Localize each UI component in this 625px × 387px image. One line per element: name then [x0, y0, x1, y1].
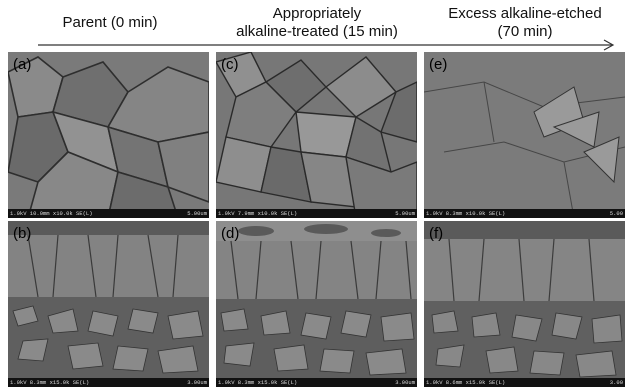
heading-line-1: Appropriately: [272, 5, 362, 22]
heading-line-2: alkaline-treated (15 min): [236, 23, 398, 40]
heading-line-2: (70 min): [497, 23, 553, 40]
scale-text: 3.00um: [187, 379, 207, 386]
panel-label: (c): [221, 56, 239, 73]
time-arrow-icon: [38, 39, 615, 51]
sem-info-text: 1.0kV 7.9mm x10.0k SE(L): [218, 210, 298, 217]
sem-info-bar: 1.0kV 8.6mm x15.0k SE(L) 3.00: [424, 378, 625, 387]
sem-image-parent-cross-section: [8, 221, 209, 387]
sem-panel-e: (e) 1.0kV 8.3mm x10.0k SE(L) 5.00: [424, 52, 625, 218]
heading-line-1: Parent (0 min): [62, 14, 158, 31]
panel-label: (e): [429, 56, 448, 73]
sem-panel-b: (b) 1.0kV 8.3mm x15.0k SE(L) 3.00um: [8, 221, 209, 387]
sem-info-text: 1.0kV 8.3mm x15.0k SE(L): [10, 379, 90, 386]
sem-info-bar: 1.0kV 8.3mm x15.0k SE(L) 3.00um: [8, 378, 209, 387]
sem-info-bar: 1.0kV 8.3mm x15.0k SE(L) 3.00um: [216, 378, 417, 387]
sem-info-text: 1.0kV 8.3mm x10.0k SE(L): [426, 210, 506, 217]
scale-text: 5.00: [609, 210, 623, 217]
scale-text: 3.00um: [395, 379, 415, 386]
sem-panel-f: (f) 1.0kV 8.6mm x15.0k SE(L) 3.00: [424, 221, 625, 387]
sem-panel-c: (c) 1.0kV 7.9mm x10.0k SE(L) 5.00um: [216, 52, 417, 218]
sem-panel-d: (d) 1.0kV 8.3mm x15.0k SE(L) 3.00um: [216, 221, 417, 387]
sem-info-text: 1.0kV 10.0mm x10.0k SE(L): [10, 210, 93, 217]
sem-info-text: 1.0kV 8.6mm x15.0k SE(L): [426, 379, 506, 386]
sem-image-treated-cross-section: [216, 221, 417, 387]
column-heading-alkaline-treated: Appropriately alkaline-treated (15 min): [212, 5, 422, 51]
sem-info-bar: 1.0kV 10.0mm x10.0k SE(L) 5.00um: [8, 209, 209, 218]
panel-label: (b): [13, 225, 32, 242]
panel-label: (a): [13, 56, 32, 73]
sem-info-bar: 1.0kV 8.3mm x10.0k SE(L) 5.00: [424, 209, 625, 218]
panel-label: (f): [429, 225, 444, 242]
scale-text: 5.00um: [395, 210, 415, 217]
sem-image-etched-cross-section: [424, 221, 625, 387]
sem-image-parent-surface: [8, 52, 209, 218]
panel-label: (d): [221, 225, 240, 242]
sem-image-treated-surface: [216, 52, 417, 218]
heading-line-1: Excess alkaline-etched: [448, 5, 602, 22]
sem-panel-a: (a) 1.0kV 10.0mm x10.0k SE(L) 5.00um: [8, 52, 209, 218]
sem-image-etched-surface: [424, 52, 625, 218]
column-heading-alkaline-etched: Excess alkaline-etched (70 min): [425, 5, 625, 51]
scale-text: 3.00: [609, 379, 623, 386]
column-heading-parent: Parent (0 min): [20, 14, 200, 60]
sem-info-text: 1.0kV 8.3mm x15.0k SE(L): [218, 379, 298, 386]
scale-text: 5.00um: [187, 210, 207, 217]
sem-info-bar: 1.0kV 7.9mm x10.0k SE(L) 5.00um: [216, 209, 417, 218]
